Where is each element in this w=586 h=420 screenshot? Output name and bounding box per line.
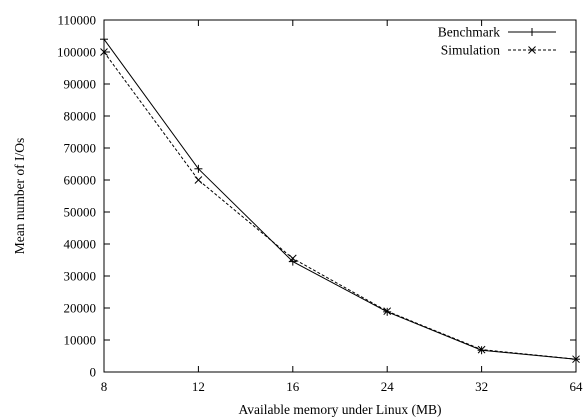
y-tick-label: 80000 — [64, 109, 97, 124]
y-tick-label: 40000 — [64, 237, 97, 252]
y-tick-label: 20000 — [64, 301, 97, 316]
y-tick-label: 30000 — [64, 269, 97, 284]
x-tick-label: 32 — [475, 379, 488, 394]
y-tick-label: 90000 — [64, 77, 97, 92]
x-tick-label: 16 — [286, 379, 300, 394]
y-tick-label: 10000 — [64, 333, 97, 348]
plot-frame — [103, 19, 577, 373]
series-layer — [100, 35, 580, 364]
data-point-simulation — [194, 176, 203, 184]
y-tick-label: 0 — [90, 365, 97, 380]
y-tick-label: 110000 — [57, 13, 96, 28]
data-point-simulation — [383, 307, 392, 316]
series-line-benchmark — [103, 38, 577, 360]
legend: Benchmark Simulation — [438, 25, 556, 58]
x-tick-label: 12 — [192, 379, 205, 394]
y-axis-title: Mean number of I/Os — [12, 138, 27, 255]
x-tick-label: 8 — [101, 379, 108, 394]
x-tick-label: 24 — [381, 379, 395, 394]
data-point-simulation — [572, 355, 580, 364]
plot-border — [103, 19, 577, 373]
data-point-simulation — [100, 48, 108, 56]
data-point-simulation — [477, 345, 486, 354]
y-tick-label: 60000 — [64, 173, 97, 188]
legend-label-simulation: Simulation — [441, 43, 501, 58]
legend-label-benchmark: Benchmark — [438, 25, 500, 40]
y-tick-label: 100000 — [57, 45, 96, 60]
data-point-benchmark — [100, 35, 108, 44]
series-line-simulation — [103, 51, 577, 360]
y-axis-ticks: 0 10000 20000 30000 40000 50000 60000 70000 8000… — [57, 13, 576, 380]
legend-marker-benchmark — [528, 28, 536, 36]
x-tick-label: 64 — [570, 379, 584, 394]
x-axis-ticks: 8 12 16 24 32 64 — [101, 20, 583, 394]
legend-marker-simulation — [528, 46, 536, 54]
y-tick-label: 70000 — [64, 141, 97, 156]
data-point-benchmark — [194, 164, 203, 173]
y-tick-label: 50000 — [64, 205, 97, 220]
data-point-simulation — [288, 254, 297, 263]
x-axis-title: Available memory under Linux (MB) — [239, 402, 442, 417]
